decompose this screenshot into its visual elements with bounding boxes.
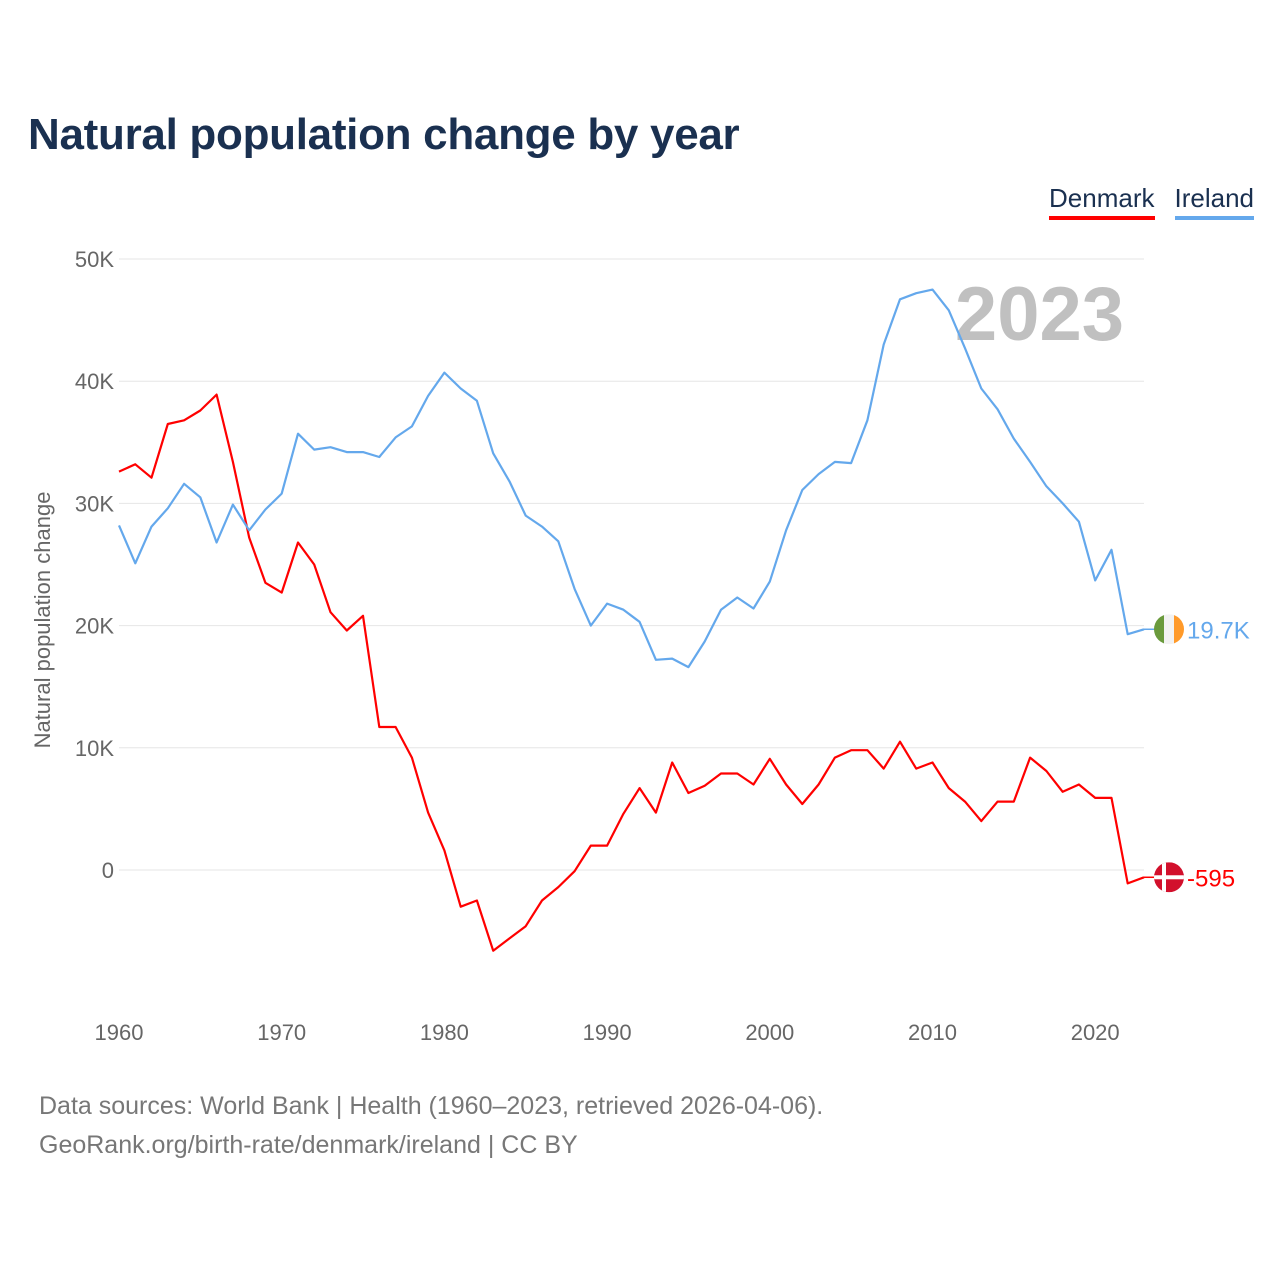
x-tick-label: 1990 xyxy=(583,1020,632,1045)
y-tick-label: 50K xyxy=(75,247,114,272)
x-tick-label: 2020 xyxy=(1071,1020,1120,1045)
y-tick-label: 0 xyxy=(102,858,114,883)
source-note: Data sources: World Bank | Health (1960–… xyxy=(39,1087,823,1165)
y-tick-label: 10K xyxy=(75,736,114,761)
series-line-denmark xyxy=(118,393,1145,952)
x-tick-label: 2010 xyxy=(908,1020,957,1045)
series-line-ireland xyxy=(117,288,1145,669)
gridlines xyxy=(119,258,1144,871)
legend: Denmark Ireland xyxy=(1049,183,1254,220)
flag-body xyxy=(1154,614,1184,645)
flag-stripe-green xyxy=(1154,614,1164,645)
y-tick-label: 30K xyxy=(75,491,114,516)
flag-stripe-orange xyxy=(1174,614,1184,645)
y-tick-label: 40K xyxy=(75,369,114,394)
end-value-label-denmark: -595 xyxy=(1187,865,1235,892)
legend-item-denmark[interactable]: Denmark xyxy=(1049,183,1155,220)
x-tick-label: 2000 xyxy=(745,1020,794,1045)
series-lines xyxy=(117,288,1145,952)
year-watermark: 2023 xyxy=(955,272,1124,357)
x-tick-labels: 1960 1970 1980 1990 2000 2010 2020 xyxy=(95,1020,1120,1045)
flag-body xyxy=(1154,862,1184,893)
ireland-flag-icon xyxy=(1154,614,1184,645)
flag-stripe-white xyxy=(1164,614,1174,645)
y-tick-labels: 0 10K 20K 30K 40K 50K xyxy=(75,247,114,883)
source-line-1: Data sources: World Bank | Health (1960–… xyxy=(39,1092,824,1120)
end-markers: 19.7K -595 xyxy=(1144,614,1250,893)
x-tick-label: 1960 xyxy=(95,1020,144,1045)
chart-title: Natural population change by year xyxy=(28,110,740,159)
x-tick-label: 1970 xyxy=(257,1020,306,1045)
flag-cross-horizontal xyxy=(1154,875,1184,880)
denmark-flag-icon xyxy=(1154,862,1184,893)
y-tick-label: 20K xyxy=(75,614,114,639)
end-value-label-ireland: 19.7K xyxy=(1187,617,1250,644)
x-tick-label: 1980 xyxy=(420,1020,469,1045)
legend-item-ireland[interactable]: Ireland xyxy=(1174,183,1254,220)
source-line-2[interactable]: GeoRank.org/birth-rate/denmark/ireland |… xyxy=(39,1131,578,1159)
